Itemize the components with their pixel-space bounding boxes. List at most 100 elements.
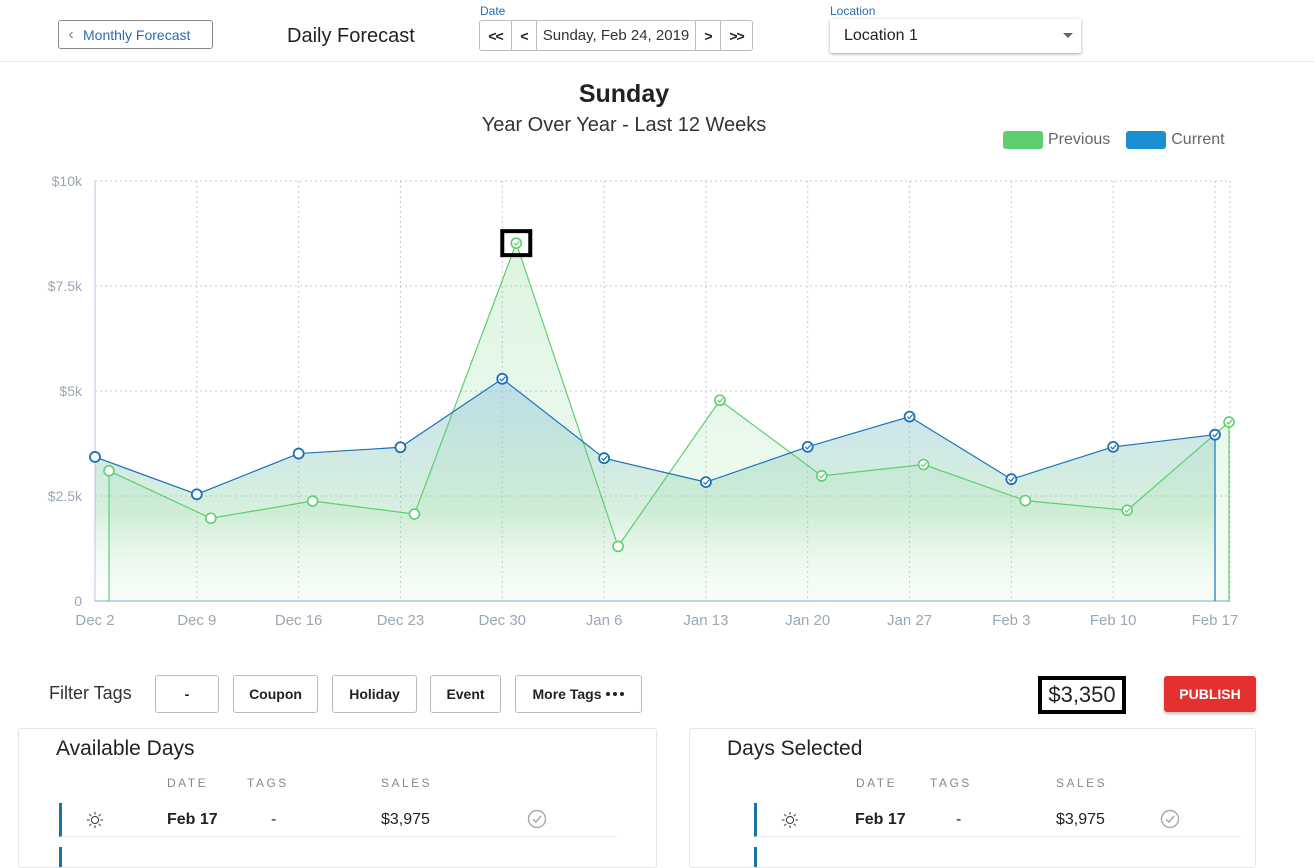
point-current-marker: [598, 452, 610, 465]
column-header-tags: TAGS: [247, 776, 289, 790]
row-tags: -: [956, 811, 962, 828]
point-current[interactable]: [1209, 428, 1221, 441]
x-tick-label: Jan 27: [887, 612, 932, 629]
point-current[interactable]: [496, 372, 509, 385]
chart-axis-labels: 0 $2.5k $5k $7.5k $10k Dec 2 Dec 9 Dec 16 Dec 23…: [48, 173, 1239, 629]
point-check-icon: [1226, 419, 1233, 425]
point-current[interactable]: [292, 447, 305, 460]
point-previous-marker: [408, 508, 421, 520]
point-check-icon: [1110, 444, 1117, 450]
tag-none-button[interactable]: -: [155, 675, 219, 713]
point-check-icon: [1008, 476, 1015, 483]
point-check-icon: [906, 414, 913, 420]
point-previous[interactable]: [408, 508, 421, 520]
forecast-total: $3,350: [1038, 676, 1126, 714]
y-tick-label: $5k: [59, 383, 83, 399]
point-current-marker: [496, 372, 509, 385]
point-current-marker: [394, 441, 407, 454]
point-current[interactable]: [89, 451, 101, 463]
x-tick-label: Feb 3: [992, 612, 1030, 629]
location-select[interactable]: Location 1: [830, 19, 1081, 53]
chart-areas: [95, 243, 1229, 601]
next-date-button[interactable]: >: [695, 21, 721, 50]
y-tick-label: $7.5k: [48, 278, 83, 294]
chart-points: [89, 229, 1235, 553]
point-check-icon: [1212, 432, 1219, 438]
x-tick-label: Dec 30: [479, 612, 527, 629]
check-circle-icon[interactable]: [1160, 809, 1180, 829]
monthly-forecast-button[interactable]: ‹ Monthly Forecast: [58, 20, 213, 49]
point-check-icon: [716, 397, 724, 404]
point-previous[interactable]: [612, 540, 624, 553]
point-previous[interactable]: [103, 464, 115, 477]
location-label: Location: [830, 4, 876, 18]
legend-current[interactable]: Current: [1126, 131, 1225, 149]
legend-label-current: Current: [1171, 131, 1225, 148]
more-tags-button[interactable]: More Tags: [515, 675, 642, 713]
sales-line-chart: 0 $2.5k $5k $7.5k $10k Dec 2 Dec 9 Dec 16 Dec 23…: [48, 173, 1239, 629]
point-current[interactable]: [394, 441, 407, 454]
point-previous[interactable]: [815, 470, 828, 482]
point-previous[interactable]: [714, 394, 726, 407]
point-check-icon: [601, 455, 608, 462]
table-row[interactable]: Feb 17 - $3,975: [59, 803, 617, 837]
point-previous[interactable]: [1223, 416, 1235, 428]
publish-button[interactable]: PUBLISH: [1164, 676, 1256, 712]
point-current[interactable]: [801, 440, 814, 453]
row-sales: $3,975: [1056, 811, 1105, 828]
point-previous-marker: [917, 458, 930, 471]
tag-coupon-button[interactable]: Coupon: [233, 675, 318, 713]
point-previous[interactable]: [306, 495, 319, 507]
point-previous[interactable]: [205, 512, 217, 525]
legend-previous[interactable]: Previous: [1003, 131, 1110, 149]
point-check-icon: [702, 479, 710, 486]
x-tick-label: Feb 10: [1090, 612, 1137, 629]
point-current[interactable]: [190, 488, 203, 501]
y-tick-label: 0: [74, 593, 82, 609]
point-previous[interactable]: [510, 237, 523, 249]
table-row[interactable]: [59, 847, 62, 867]
x-tick-label: Jan 6: [586, 612, 623, 629]
column-header-tags: TAGS: [930, 776, 972, 790]
point-previous-marker: [103, 464, 115, 477]
prev-date-button[interactable]: <: [512, 21, 537, 50]
point-current-marker: [801, 440, 814, 453]
caret-down-icon: [1063, 33, 1073, 38]
point-current-marker: [190, 488, 203, 501]
y-tick-label: $10k: [52, 173, 83, 189]
more-tags-label: More Tags: [532, 686, 602, 702]
point-previous[interactable]: [1019, 494, 1032, 507]
point-previous[interactable]: [1121, 504, 1133, 517]
check-circle-icon[interactable]: [527, 809, 547, 829]
point-current-marker: [1005, 473, 1018, 486]
point-current[interactable]: [1005, 473, 1018, 486]
point-current[interactable]: [700, 476, 712, 489]
point-check-icon: [818, 473, 826, 479]
table-row[interactable]: [754, 847, 757, 867]
tag-event-button[interactable]: Event: [430, 675, 501, 713]
top-bar: ‹ Monthly Forecast Daily Forecast Date <…: [0, 0, 1314, 62]
x-tick-label: Dec 23: [377, 612, 425, 629]
point-previous[interactable]: [917, 458, 930, 471]
point-current[interactable]: [1107, 440, 1120, 453]
date-value[interactable]: Sunday, Feb 24, 2019: [542, 27, 690, 44]
chart-legend: Previous Current: [1003, 131, 1241, 149]
x-tick-label: Dec 2: [75, 612, 114, 629]
legend-label-previous: Previous: [1048, 131, 1111, 148]
row-tags: -: [271, 811, 277, 828]
y-tick-label: $2.5k: [48, 488, 83, 504]
tag-holiday-button[interactable]: Holiday: [332, 675, 417, 713]
point-previous-marker: [714, 394, 726, 407]
point-current[interactable]: [598, 452, 610, 465]
point-current[interactable]: [903, 410, 916, 423]
point-previous-marker: [205, 512, 217, 525]
point-previous-marker: [1223, 416, 1235, 428]
column-header-date: DATE: [167, 776, 209, 790]
point-current-marker: [903, 410, 916, 423]
legend-swatch-previous: [1003, 131, 1043, 149]
point-current-marker: [1209, 428, 1221, 441]
first-date-button[interactable]: <<: [480, 21, 512, 50]
last-date-button[interactable]: >>: [729, 27, 744, 44]
page-title: Daily Forecast: [287, 25, 415, 47]
table-row[interactable]: Feb 17 - $3,975: [754, 803, 1241, 837]
